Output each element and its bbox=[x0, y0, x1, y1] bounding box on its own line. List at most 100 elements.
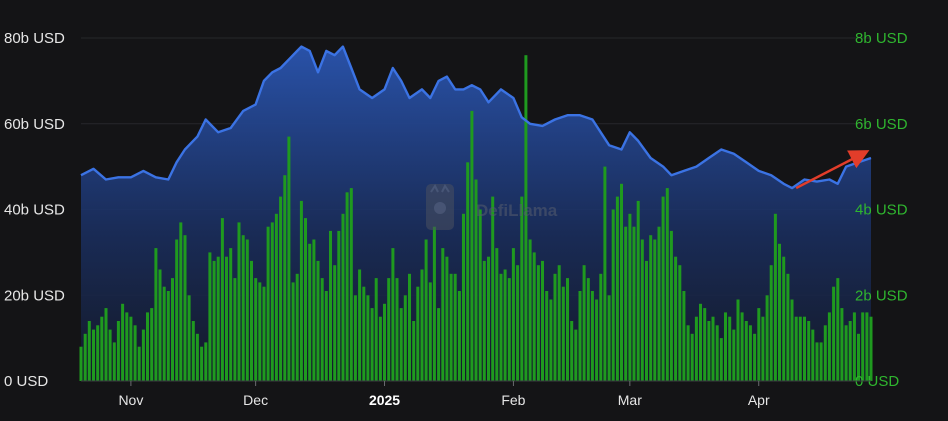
right-tick-label: 4b USD bbox=[855, 202, 908, 219]
left-tick-label: 20b USD bbox=[4, 287, 65, 304]
volume-bar bbox=[424, 239, 428, 381]
x-axis: Nov Dec 2025 Feb Mar Apr bbox=[81, 380, 871, 408]
volume-bar bbox=[403, 295, 407, 382]
volume-bar bbox=[466, 162, 470, 381]
volume-bar bbox=[590, 291, 594, 381]
volume-bar bbox=[337, 230, 341, 381]
volume-bar bbox=[790, 299, 794, 381]
volume-bar bbox=[470, 110, 474, 382]
volume-bar bbox=[349, 188, 353, 381]
volume-bar bbox=[183, 235, 187, 381]
volume-bar bbox=[353, 295, 357, 382]
watermark: DefiLlama bbox=[426, 184, 558, 230]
volume-bar bbox=[179, 222, 183, 381]
volume-bar bbox=[744, 321, 748, 381]
volume-bar bbox=[225, 256, 228, 381]
volume-bar bbox=[724, 312, 727, 381]
volume-bar bbox=[524, 55, 528, 381]
volume-bar bbox=[703, 308, 707, 381]
volume-bar bbox=[420, 269, 424, 381]
volume-bar bbox=[146, 312, 149, 381]
volume-bar bbox=[699, 303, 702, 381]
right-tick-label: 8b USD bbox=[855, 30, 908, 47]
volume-bar bbox=[536, 265, 540, 381]
volume-bar bbox=[803, 316, 806, 381]
volume-bar bbox=[445, 256, 449, 381]
volume-bar bbox=[316, 260, 320, 381]
volume-bar bbox=[333, 265, 337, 381]
x-tick-label: Apr bbox=[748, 392, 770, 408]
volume-bar bbox=[782, 256, 786, 381]
volume-bar bbox=[674, 256, 678, 381]
volume-bar bbox=[740, 312, 744, 381]
volume-bar bbox=[711, 316, 715, 381]
volume-bar bbox=[669, 230, 673, 381]
left-tick-label: 40b USD bbox=[4, 202, 65, 219]
tvl-line-series bbox=[80, 45, 872, 190]
volume-bar bbox=[844, 325, 848, 381]
volume-bar bbox=[620, 183, 623, 381]
volume-bar bbox=[412, 321, 416, 381]
volume-bar bbox=[736, 299, 740, 381]
volume-bar bbox=[391, 248, 395, 381]
llama-logo-icon bbox=[426, 184, 454, 230]
volume-bar bbox=[561, 286, 565, 381]
x-tick-label: Nov bbox=[118, 392, 143, 408]
volume-bar bbox=[661, 196, 665, 381]
volume-bar-series bbox=[79, 55, 873, 382]
volume-bar bbox=[632, 226, 636, 381]
volume-bar bbox=[457, 291, 461, 381]
volume-bar bbox=[511, 248, 515, 381]
volume-bar bbox=[104, 308, 108, 381]
volume-bar bbox=[312, 239, 316, 381]
volume-bar bbox=[291, 282, 295, 381]
volume-bar bbox=[794, 316, 798, 381]
volume-bar bbox=[150, 308, 154, 381]
volume-bar bbox=[258, 282, 262, 381]
volume-bar bbox=[819, 342, 823, 381]
volume-bar bbox=[341, 213, 345, 381]
volume-bar bbox=[108, 329, 112, 381]
volume-bar bbox=[848, 321, 852, 381]
volume-bar bbox=[861, 312, 865, 381]
volume-bar bbox=[116, 321, 120, 381]
volume-bar bbox=[137, 346, 141, 381]
volume-bar bbox=[320, 278, 324, 381]
volume-bar bbox=[836, 278, 840, 381]
volume-bar bbox=[87, 321, 91, 381]
volume-bar bbox=[516, 265, 520, 381]
volume-bar bbox=[665, 188, 669, 381]
volume-bar bbox=[200, 346, 204, 381]
volume-bar bbox=[786, 273, 790, 381]
volume-bar bbox=[694, 316, 698, 381]
volume-bar bbox=[299, 200, 303, 381]
volume-bar bbox=[345, 192, 349, 381]
volume-bar bbox=[449, 273, 453, 381]
volume-bar bbox=[378, 316, 382, 381]
volume-bar bbox=[408, 273, 411, 381]
volume-bar bbox=[553, 273, 557, 381]
volume-bar bbox=[478, 209, 482, 381]
volume-bar bbox=[395, 278, 399, 381]
volume-bar bbox=[324, 291, 328, 381]
volume-bar bbox=[852, 312, 856, 381]
volume-bar bbox=[707, 321, 711, 381]
left-y-axis: 0 USD 20b USD 40b USD 60b USD 80b USD bbox=[4, 30, 65, 390]
volume-bar bbox=[715, 325, 719, 381]
volume-bar bbox=[241, 235, 245, 381]
tvl-line bbox=[80, 45, 872, 190]
right-tick-label: 6b USD bbox=[855, 116, 908, 133]
volume-bar bbox=[778, 243, 781, 381]
left-tick-label: 60b USD bbox=[4, 116, 65, 133]
volume-bar bbox=[624, 226, 628, 381]
volume-bar bbox=[121, 303, 125, 381]
volume-bar bbox=[507, 278, 511, 381]
volume-bar bbox=[387, 278, 391, 381]
volume-bar bbox=[566, 278, 569, 381]
volume-bar bbox=[773, 213, 777, 381]
volume-bar bbox=[815, 342, 819, 381]
volume-bar bbox=[79, 346, 83, 381]
volume-bar bbox=[495, 248, 499, 381]
volume-bar bbox=[474, 179, 478, 381]
